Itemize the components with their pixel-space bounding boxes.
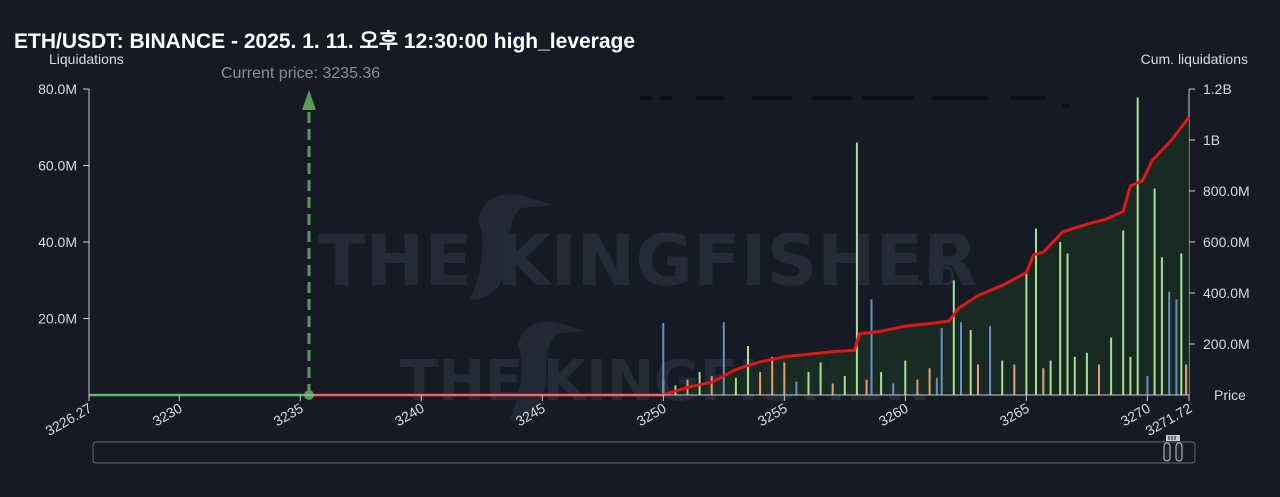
liquidation-bar [1175,299,1178,395]
liquidation-bar [935,377,938,395]
legend-item [812,96,852,100]
y-left-axis: 20.0M 40.0M 60.0M 80.0M [38,81,90,395]
watermark-brand-left: THE KINGFISHER [318,220,977,302]
y-left-tick-label: 80.0M [38,81,77,97]
kingfisher-bird-icon [470,194,555,300]
y-right-axis-title: Cum. liquidations [1141,51,1248,67]
legend-item [862,96,914,100]
y-right-tick-label: 600.0M [1203,234,1250,250]
x-tick-label: 3265 [997,400,1032,430]
legend-item [660,96,672,100]
chart-title: ETH/USDT: BINANCE - 2025. 1. 11. 오후 12:3… [14,29,635,53]
liquidation-bar [892,383,895,395]
legend-item [932,96,988,100]
liquidation-bar [843,375,846,395]
liquidation-bar [960,322,962,395]
liquidation-bar [870,299,873,395]
liquidation-bar [831,383,834,395]
range-scrollbar[interactable] [92,435,1196,464]
cumulative-liquidations-line [309,116,1191,397]
liquidation-bar [1110,337,1113,395]
liquidation-bar [1180,253,1183,395]
y-left-axis-title: Liquidations [49,51,124,67]
liquidation-bar [1153,188,1156,395]
liquidation-bar [940,328,943,395]
liquidation-bar [807,372,810,395]
x-tick-label: 3230 [150,400,185,430]
x-tick-label: 3226.27 [43,400,95,439]
legend [640,96,1070,108]
y-right-tick-label: 200.0M [1203,336,1250,352]
liquidation-bar [880,372,883,395]
liquidation-bar [1136,97,1139,396]
liquidation-bar [1160,257,1163,395]
liquidation-bar [795,381,798,395]
scrollbar-track[interactable] [92,441,1196,464]
watermark-suffix: .io [915,254,956,294]
liquidation-bar [1025,272,1028,395]
y-right-axis: 200.0M 400.0M 600.0M 800.0M 1B 1.2B [1188,81,1250,395]
liquidation-bar [1001,360,1004,395]
liquidation-bar [722,322,725,395]
liquidation-bar [1042,368,1045,395]
y-left-tick-label: 60.0M [38,158,77,174]
liquidation-bar [759,372,762,395]
y-right-tick-label: 1.2B [1203,81,1232,97]
liquidation-bar [977,364,979,395]
current-price-label: Current price: 3235.36 [221,65,380,82]
liquidation-bar [1085,352,1088,395]
liquidation-bar [1122,230,1125,395]
liquidation-bar [1035,228,1037,395]
liquidation-bar [1059,242,1062,395]
bar-series [662,97,1188,396]
y-right-tick-label: 400.0M [1203,285,1250,301]
liquidation-bar [1168,291,1171,395]
liquidation-bar [1013,364,1016,395]
liquidation-bar [819,362,822,395]
liquidation-bar [1129,356,1132,396]
liquidation-bar [865,379,868,395]
liquidation-bar [747,346,749,395]
cumulative-area [663,117,1189,395]
legend-item [752,96,792,100]
x-axis-title: Price [1214,387,1246,403]
liquidation-bar [710,375,713,395]
liquidation-bar [1146,375,1149,395]
x-tick-label: 3271.72 [1143,400,1195,439]
liquidation-bar [952,280,955,396]
y-left-tick-label: 20.0M [38,311,77,327]
liquidation-bar [1073,356,1076,396]
liquidation-bar [783,362,786,395]
liquidation-bar [662,323,665,395]
liquidation-bar [771,356,774,396]
x-tick-label: 3235 [271,400,306,430]
y-right-tick-label: 1B [1203,132,1220,148]
liquidation-bar [989,326,992,395]
legend-item [696,96,724,100]
liquidation-bar [928,368,931,395]
legend-item [1062,104,1070,108]
liquidation-bar [916,379,919,395]
liquidation-bar [1049,360,1052,395]
liquidation-bar [969,330,972,395]
liquidation-bar [734,377,737,395]
liquidation-bar [1185,364,1188,395]
liquidation-bar [1066,253,1069,395]
current-price-marker: Current price: 3235.36 [221,65,380,400]
liquidation-bar [1098,364,1100,395]
y-right-tick-label: 800.0M [1203,183,1250,199]
liquidation-bar [855,142,858,395]
cumulative-area-fill [663,117,1189,395]
legend-item [640,96,652,100]
y-left-tick-label: 40.0M [38,234,77,250]
legend-item [1010,96,1046,100]
liquidation-bar [904,360,907,395]
range-slider-handle-icon[interactable] [1163,435,1183,462]
up-arrow-icon [302,90,316,110]
